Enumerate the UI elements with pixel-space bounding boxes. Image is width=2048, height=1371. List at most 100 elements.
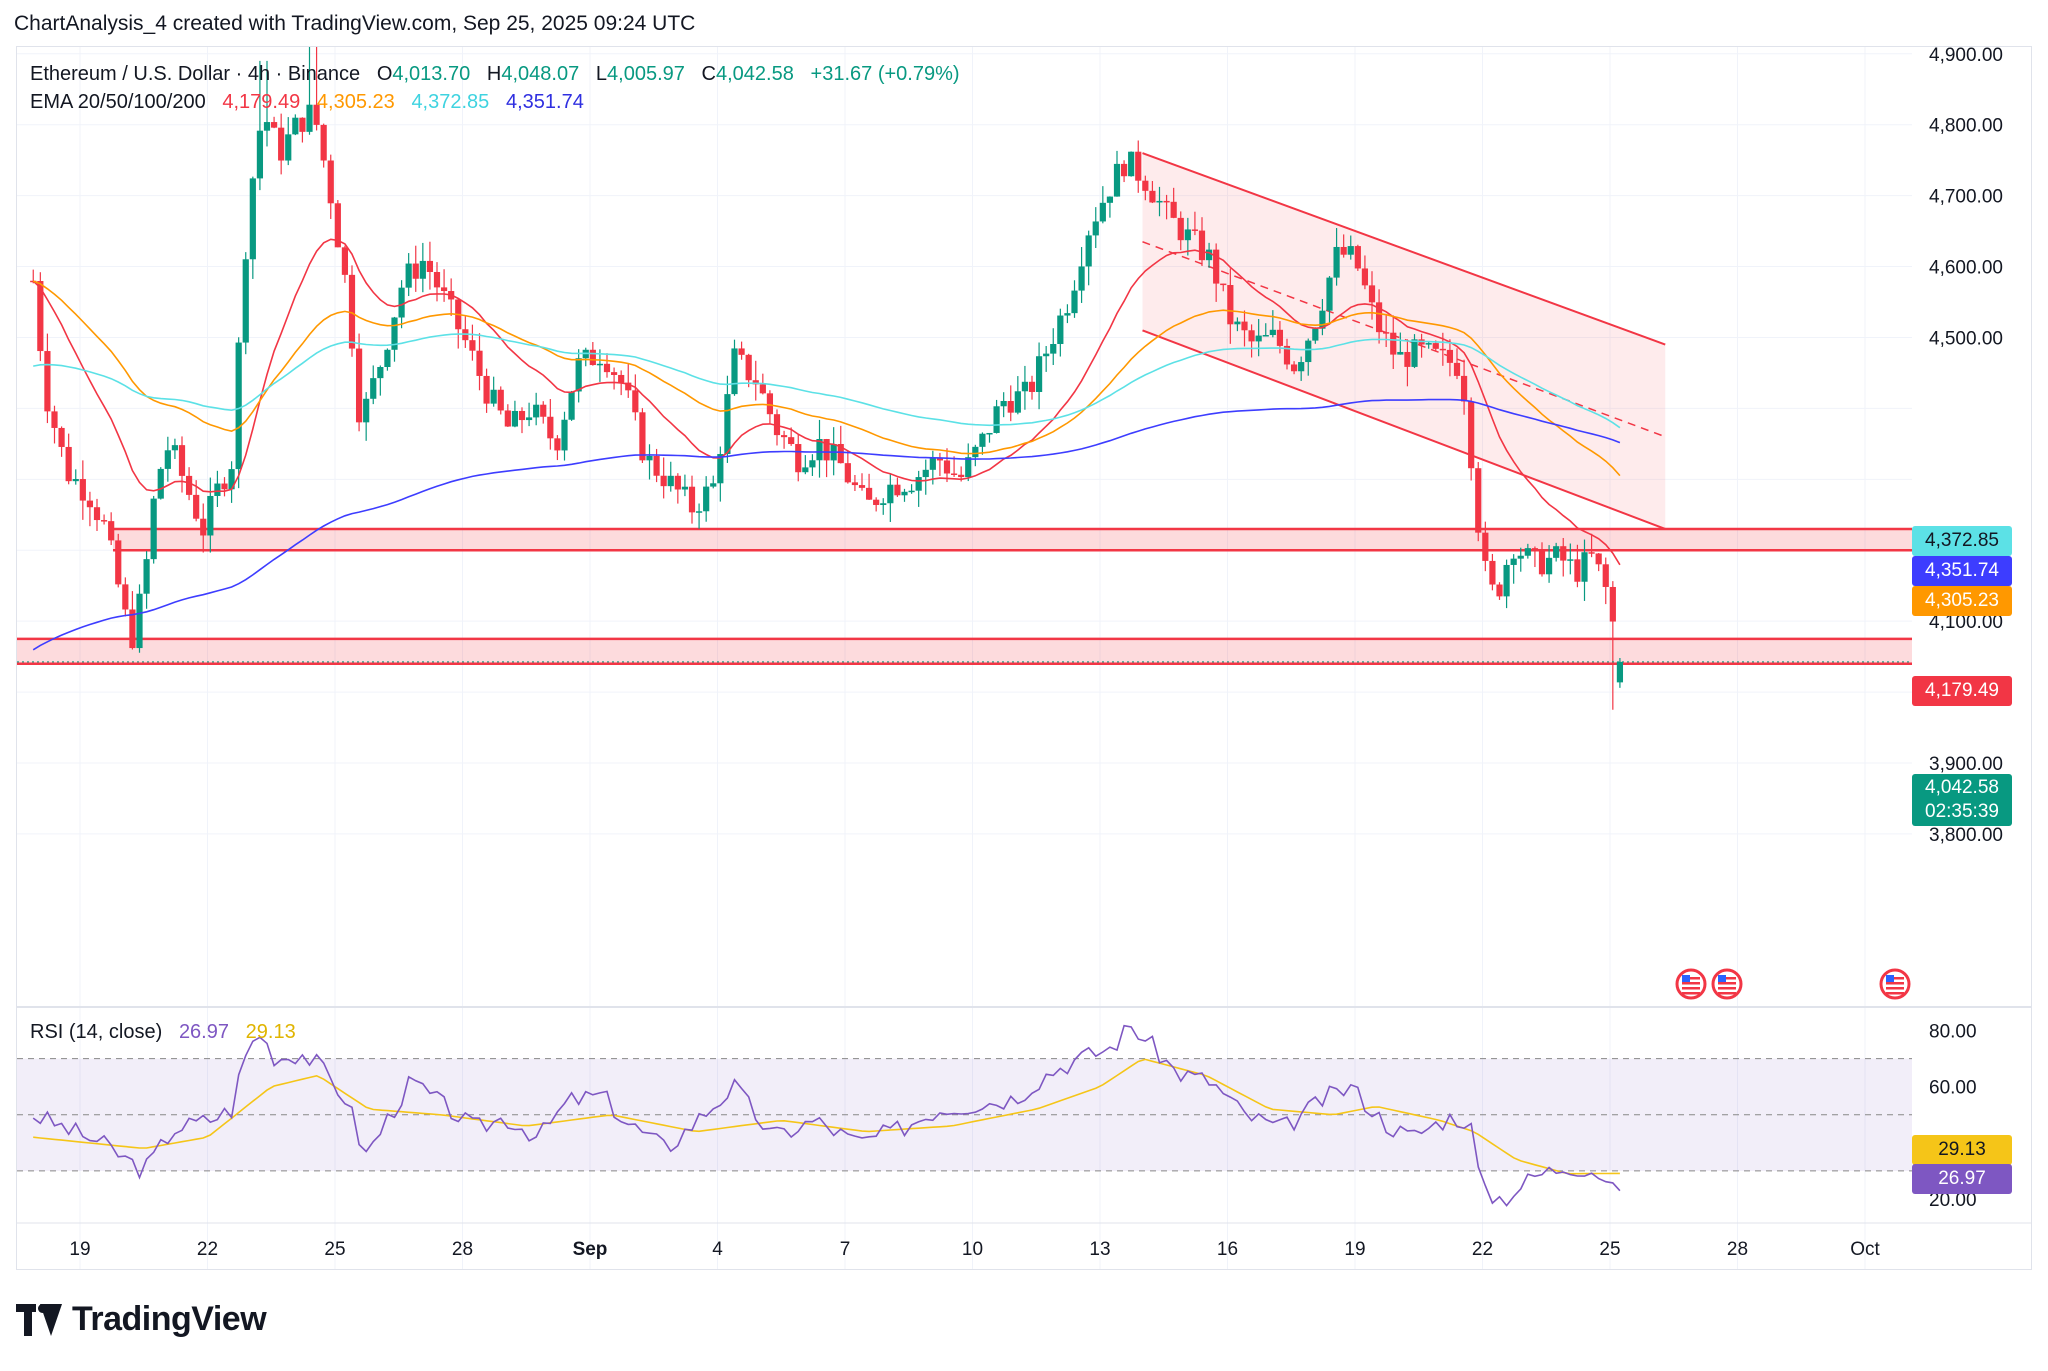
candle [1375,302,1383,333]
candle [1099,202,1106,222]
candle [681,486,689,490]
candle [816,439,823,461]
candle [589,349,596,366]
candle [1503,564,1510,597]
candle [703,486,710,512]
change-value: +31.67 (+0.79%) [810,63,960,85]
ema50-line [32,280,1621,477]
candle [1567,559,1574,561]
us-event-flag-2-icon[interactable] [1711,968,1743,1000]
candle [65,446,72,482]
channel-lower-line [1142,329,1666,530]
last-price-tag: 4,042.58 02:35:39 [1912,774,2012,826]
candle [150,498,157,560]
candle [1517,555,1524,559]
us-event-flag-3-icon[interactable] [1879,968,1911,1000]
candle [752,380,759,385]
candle [936,457,944,461]
candle [93,507,101,521]
candle [1531,548,1539,551]
candle [235,342,242,470]
candle [518,410,526,421]
price-axis-label: 3,900.00 [1929,754,2003,775]
candle [766,393,774,415]
time-axis-label: 16 [1217,1239,1238,1260]
candle [1468,401,1475,469]
candle [965,457,972,478]
candle [972,446,979,458]
close-label: C [701,63,716,85]
candle [1198,230,1206,261]
candle [674,475,681,490]
candle [1220,283,1227,286]
time-axis-label: 28 [452,1239,473,1260]
candle [348,274,356,349]
candle [1290,364,1298,372]
candle [1128,151,1135,177]
candle [1595,553,1602,565]
candle [802,467,809,473]
candle [610,372,618,375]
candle [440,287,448,292]
candle [1404,351,1411,367]
candle [887,484,894,504]
candle [1227,284,1234,325]
ema100-value: 4,372.85 [411,91,490,113]
candle [1397,351,1404,355]
price-chart[interactable]: 3,800.003,900.004,100.004,200.004,500.00… [17,47,2031,1269]
candle [1234,321,1241,325]
chart-legend: Ethereum / U.S. Dollar · 4h · Binance O4… [30,60,960,116]
candle [795,444,802,473]
high-label: H [486,63,502,85]
candle [1553,546,1560,558]
candle [1538,550,1546,575]
candle [603,363,611,373]
candle [398,287,405,318]
candle [327,160,334,204]
us-event-flag-1-icon[interactable] [1675,968,1707,1000]
candle [207,495,214,536]
candle [185,475,193,495]
candle [632,390,639,413]
price-axis-label: 4,700.00 [1929,187,2003,208]
candle [44,351,51,412]
rsi-title[interactable]: RSI (14, close) [30,1021,163,1043]
candle [37,281,44,352]
candle [653,455,660,476]
candle [844,463,851,483]
candle [1035,356,1043,392]
candle [1312,328,1319,341]
candle [115,540,122,585]
candle [86,500,94,508]
ema-title[interactable]: EMA 20/50/100/200 [30,91,206,113]
tradingview-logo[interactable]: TradingView [16,1300,267,1339]
candle [1453,362,1461,376]
candle [1262,335,1269,337]
candle [1050,344,1057,354]
candle [1446,349,1454,363]
candle [136,593,143,649]
candle [639,412,646,461]
price-axis-label: 4,600.00 [1929,258,2003,279]
candle [525,417,533,421]
candle [561,419,568,451]
candle [1170,201,1177,218]
candle [533,404,540,418]
candle [1205,249,1213,261]
candle [1135,151,1142,181]
symbol-title[interactable]: Ethereum / U.S. Dollar · 4h · Binance [30,63,361,85]
candle [278,127,285,161]
candle [1142,180,1149,191]
candle [108,521,115,541]
chart-frame[interactable]: 3,800.003,900.004,100.004,200.004,500.00… [16,46,2032,1270]
ema200-line [32,398,1621,651]
candle [1191,229,1199,231]
candle [363,398,370,423]
candle [575,358,582,392]
candle [214,483,221,496]
candle [1510,558,1517,565]
high-value: 4,048.07 [501,63,580,85]
candle [1248,330,1255,342]
candle [1305,340,1312,363]
candle [1383,332,1390,334]
